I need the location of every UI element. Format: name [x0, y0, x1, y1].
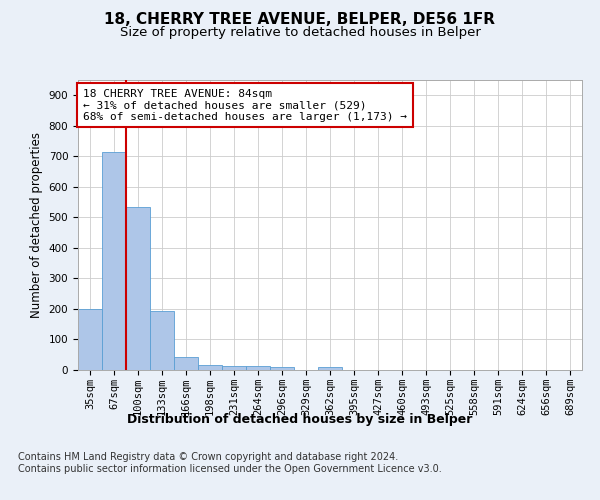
- Text: Contains HM Land Registry data © Crown copyright and database right 2024.
Contai: Contains HM Land Registry data © Crown c…: [18, 452, 442, 474]
- Bar: [222, 366, 246, 370]
- Text: Size of property relative to detached houses in Belper: Size of property relative to detached ho…: [119, 26, 481, 39]
- Bar: [126, 206, 150, 370]
- Bar: [198, 364, 222, 370]
- Y-axis label: Number of detached properties: Number of detached properties: [30, 132, 43, 318]
- Bar: [270, 367, 294, 370]
- Bar: [246, 366, 270, 370]
- Bar: [78, 309, 102, 370]
- Bar: [150, 311, 174, 370]
- Text: Distribution of detached houses by size in Belper: Distribution of detached houses by size …: [127, 412, 473, 426]
- Text: 18, CHERRY TREE AVENUE, BELPER, DE56 1FR: 18, CHERRY TREE AVENUE, BELPER, DE56 1FR: [104, 12, 496, 28]
- Text: 18 CHERRY TREE AVENUE: 84sqm
← 31% of detached houses are smaller (529)
68% of s: 18 CHERRY TREE AVENUE: 84sqm ← 31% of de…: [83, 88, 407, 122]
- Bar: [318, 367, 342, 370]
- Bar: [102, 152, 126, 370]
- Bar: [174, 357, 198, 370]
